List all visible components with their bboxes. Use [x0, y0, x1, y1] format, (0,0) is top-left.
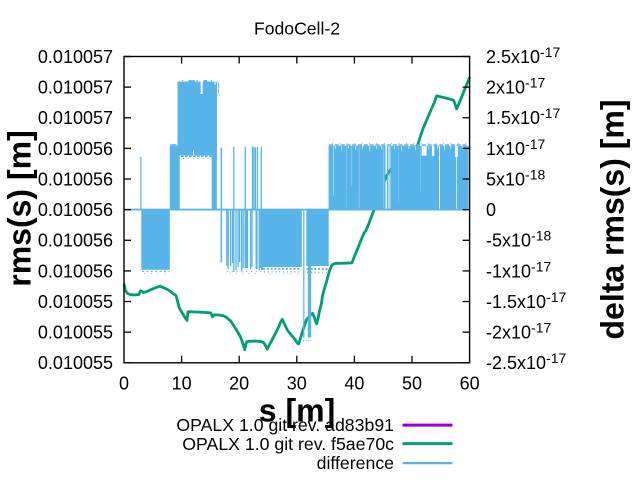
svg-text:10: 10 — [172, 373, 192, 393]
svg-text:0: 0 — [119, 373, 129, 393]
svg-text:0: 0 — [486, 200, 496, 220]
svg-text:0.010056: 0.010056 — [38, 231, 113, 251]
svg-text:50: 50 — [402, 373, 422, 393]
svg-text:0.010056: 0.010056 — [38, 169, 113, 189]
svg-text:0.010056: 0.010056 — [38, 261, 113, 281]
svg-text:0.010057: 0.010057 — [38, 78, 113, 98]
svg-text:0.010056: 0.010056 — [38, 139, 113, 159]
svg-text:0.010057: 0.010057 — [38, 108, 113, 128]
svg-text:s [m]: s [m] — [259, 393, 335, 429]
svg-text:0.010057: 0.010057 — [38, 47, 113, 67]
svg-text:0.010055: 0.010055 — [38, 323, 113, 343]
svg-text:OPALX 1.0 git rev. f5ae70c: OPALX 1.0 git rev. f5ae70c — [182, 434, 394, 454]
svg-text:delta rms(s) [m]: delta rms(s) [m] — [595, 99, 631, 339]
svg-text:60: 60 — [460, 373, 480, 393]
svg-text:0.010056: 0.010056 — [38, 200, 113, 220]
svg-text:0.010055: 0.010055 — [38, 292, 113, 312]
svg-text:rms(s) [m]: rms(s) [m] — [2, 130, 38, 286]
svg-text:FodoCell-2: FodoCell-2 — [254, 18, 340, 38]
svg-text:OPALX 1.0 git rev. ad83b91: OPALX 1.0 git rev. ad83b91 — [176, 415, 394, 435]
svg-text:difference: difference — [317, 453, 395, 473]
svg-text:40: 40 — [344, 373, 364, 393]
svg-text:30: 30 — [287, 373, 307, 393]
svg-text:0.010055: 0.010055 — [38, 353, 113, 373]
svg-text:20: 20 — [229, 373, 249, 393]
